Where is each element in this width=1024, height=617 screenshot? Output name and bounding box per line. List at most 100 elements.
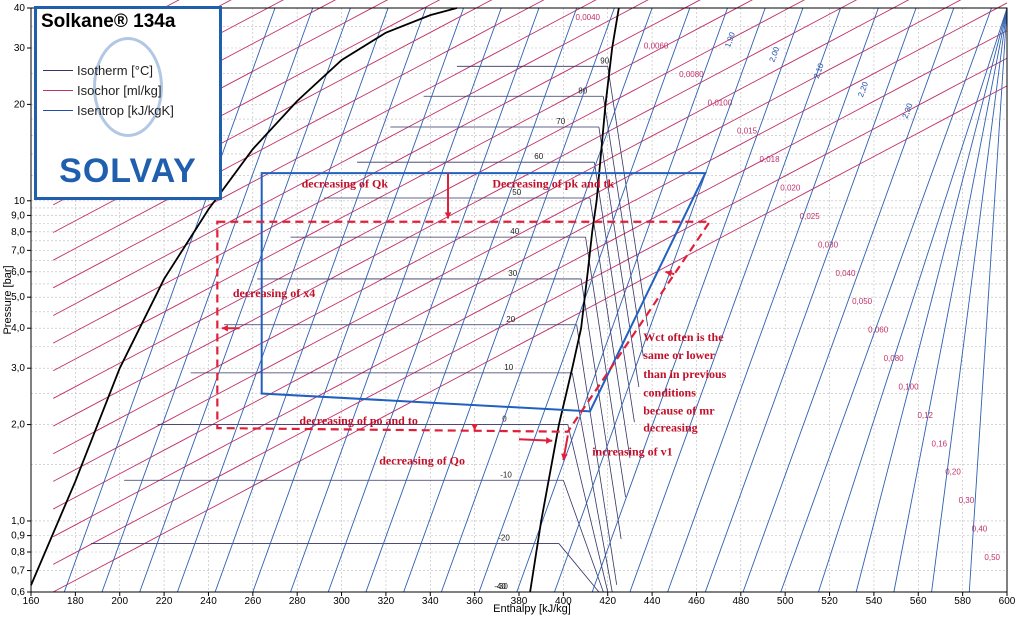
isochor-label: 0,050 xyxy=(852,297,873,306)
legend-label: Isentrop [kJ/kgK] xyxy=(77,103,174,118)
legend-swatch xyxy=(43,90,73,91)
annotation-text: same or lower xyxy=(643,348,715,362)
y-tick-label: 4,0 xyxy=(11,323,25,334)
x-tick-label: 600 xyxy=(999,596,1016,607)
isotherm-label: 80 xyxy=(578,86,587,95)
x-tick-label: 420 xyxy=(599,596,616,607)
x-tick-label: 540 xyxy=(866,596,883,607)
y-tick-label: 3,0 xyxy=(11,363,25,374)
isentrop-line xyxy=(252,7,464,593)
y-tick-label: 8,0 xyxy=(11,227,25,238)
isentrop-line xyxy=(893,7,1008,593)
cycle-original xyxy=(260,172,707,413)
x-tick-label: 320 xyxy=(378,596,395,607)
arrow-head xyxy=(221,324,228,332)
isentrop-label: 2,20 xyxy=(856,80,870,98)
isentrop-line xyxy=(139,7,351,593)
isotherm-label: 70 xyxy=(556,117,565,126)
isentrop-line xyxy=(516,7,728,593)
x-tick-label: 200 xyxy=(111,596,128,607)
annotations: decreasing of Qk Decreasing of pk and tk d… xyxy=(233,177,727,468)
x-tick-label: 520 xyxy=(821,596,838,607)
y-tick-label: 0,7 xyxy=(11,566,25,577)
x-tick-label: 220 xyxy=(156,596,173,607)
isentrop-line xyxy=(591,7,804,593)
x-tick-label: 580 xyxy=(954,596,971,607)
isentrop-line xyxy=(629,7,842,593)
isotherm-label: 30 xyxy=(508,269,517,278)
annotation-text: decreasing of po and to xyxy=(299,414,417,428)
annotation-text: decreasing xyxy=(643,421,697,435)
chart-title: Solkane® 134a xyxy=(41,11,176,32)
isotherm-label: 40 xyxy=(510,227,519,236)
isotherm-label: 0 xyxy=(502,415,507,424)
legend-swatch xyxy=(43,110,73,111)
annotation-text: Decreasing of pk and tk xyxy=(492,177,614,191)
arrow-head xyxy=(444,212,452,219)
x-tick-label: 460 xyxy=(688,596,705,607)
isentrop-line xyxy=(704,7,917,593)
y-tick-label: 0,8 xyxy=(11,547,25,558)
x-tick-label: 480 xyxy=(732,596,749,607)
isentrop-line xyxy=(742,7,955,593)
isochor-label: 0,030 xyxy=(818,240,839,249)
legend: Solkane® 134a Isotherm [°C] Isochor [ml/… xyxy=(34,6,222,200)
arrow-head xyxy=(545,437,553,444)
solvay-logo-icon xyxy=(93,37,163,137)
axes: 160 180 200 220 240 260 280 300 320 340 360 380 400 4… xyxy=(11,3,1016,607)
isotherm-label: 10 xyxy=(504,363,513,372)
x-tick-label: 360 xyxy=(466,596,483,607)
isochor-label: 0,015 xyxy=(737,127,758,136)
legend-item-isentrop: Isentrop [kJ/kgK] xyxy=(43,103,174,118)
x-tick-label: 180 xyxy=(67,596,84,607)
isotherm-line xyxy=(585,237,626,498)
isochor-label: 0,12 xyxy=(917,411,933,420)
arrow-head xyxy=(665,270,673,277)
isentrop-line xyxy=(101,7,314,593)
x-tick-label: 260 xyxy=(244,596,261,607)
isochor-label: 0,20 xyxy=(945,468,961,477)
x-tick-label: 280 xyxy=(289,596,306,607)
y-tick-label: 20 xyxy=(14,99,26,110)
saturated-liquid-line xyxy=(30,7,458,586)
y-tick-label: 1,0 xyxy=(11,516,25,527)
refrigeration-cycles xyxy=(216,172,712,461)
isochor-label: 0,060 xyxy=(868,326,889,335)
isentrop-line xyxy=(403,7,615,593)
isentrop-line xyxy=(968,7,1008,593)
isentrop-label: 2,10 xyxy=(812,61,826,79)
x-tick-label: 380 xyxy=(511,596,528,607)
isentrop-line xyxy=(855,7,1008,593)
y-tick-label: 5,0 xyxy=(11,292,25,303)
isentrop-line xyxy=(290,7,502,593)
x-tick-label: 340 xyxy=(422,596,439,607)
isochor-line xyxy=(52,85,1008,593)
isotherm-line xyxy=(562,480,604,593)
isotherm-line xyxy=(594,162,635,423)
x-tick-label: 240 xyxy=(200,596,217,607)
isotherm-label: 20 xyxy=(506,315,515,324)
isotherm-line xyxy=(567,424,609,593)
y-tick-label: 0,6 xyxy=(11,587,25,598)
isotherm-label: 50 xyxy=(512,188,521,197)
arrow-head xyxy=(471,424,478,431)
isochor-line xyxy=(52,0,701,344)
isotherm-line xyxy=(598,126,640,388)
isochor-label: 0,040 xyxy=(835,269,856,278)
y-tick-label: 9,0 xyxy=(11,210,25,221)
isotherm-line xyxy=(580,278,622,540)
isotherm-label: -40 xyxy=(494,582,506,591)
annotation-text: Wct often is the xyxy=(643,330,724,344)
isotherm-line xyxy=(589,197,631,459)
isentrop-label: 1,90 xyxy=(723,30,737,48)
isochor-label: 0,0100 xyxy=(708,98,733,107)
isochor-label: 0,0060 xyxy=(644,41,669,50)
isochor-label: 0,40 xyxy=(972,525,988,534)
isochor-label: 0,025 xyxy=(800,212,821,221)
isochor-label: 0,0080 xyxy=(679,70,704,79)
isochor-line xyxy=(52,30,1008,538)
y-tick-label: 7,0 xyxy=(11,245,25,256)
annotation-text: conditions xyxy=(643,385,696,399)
y-tick-label: 2,0 xyxy=(11,420,25,431)
